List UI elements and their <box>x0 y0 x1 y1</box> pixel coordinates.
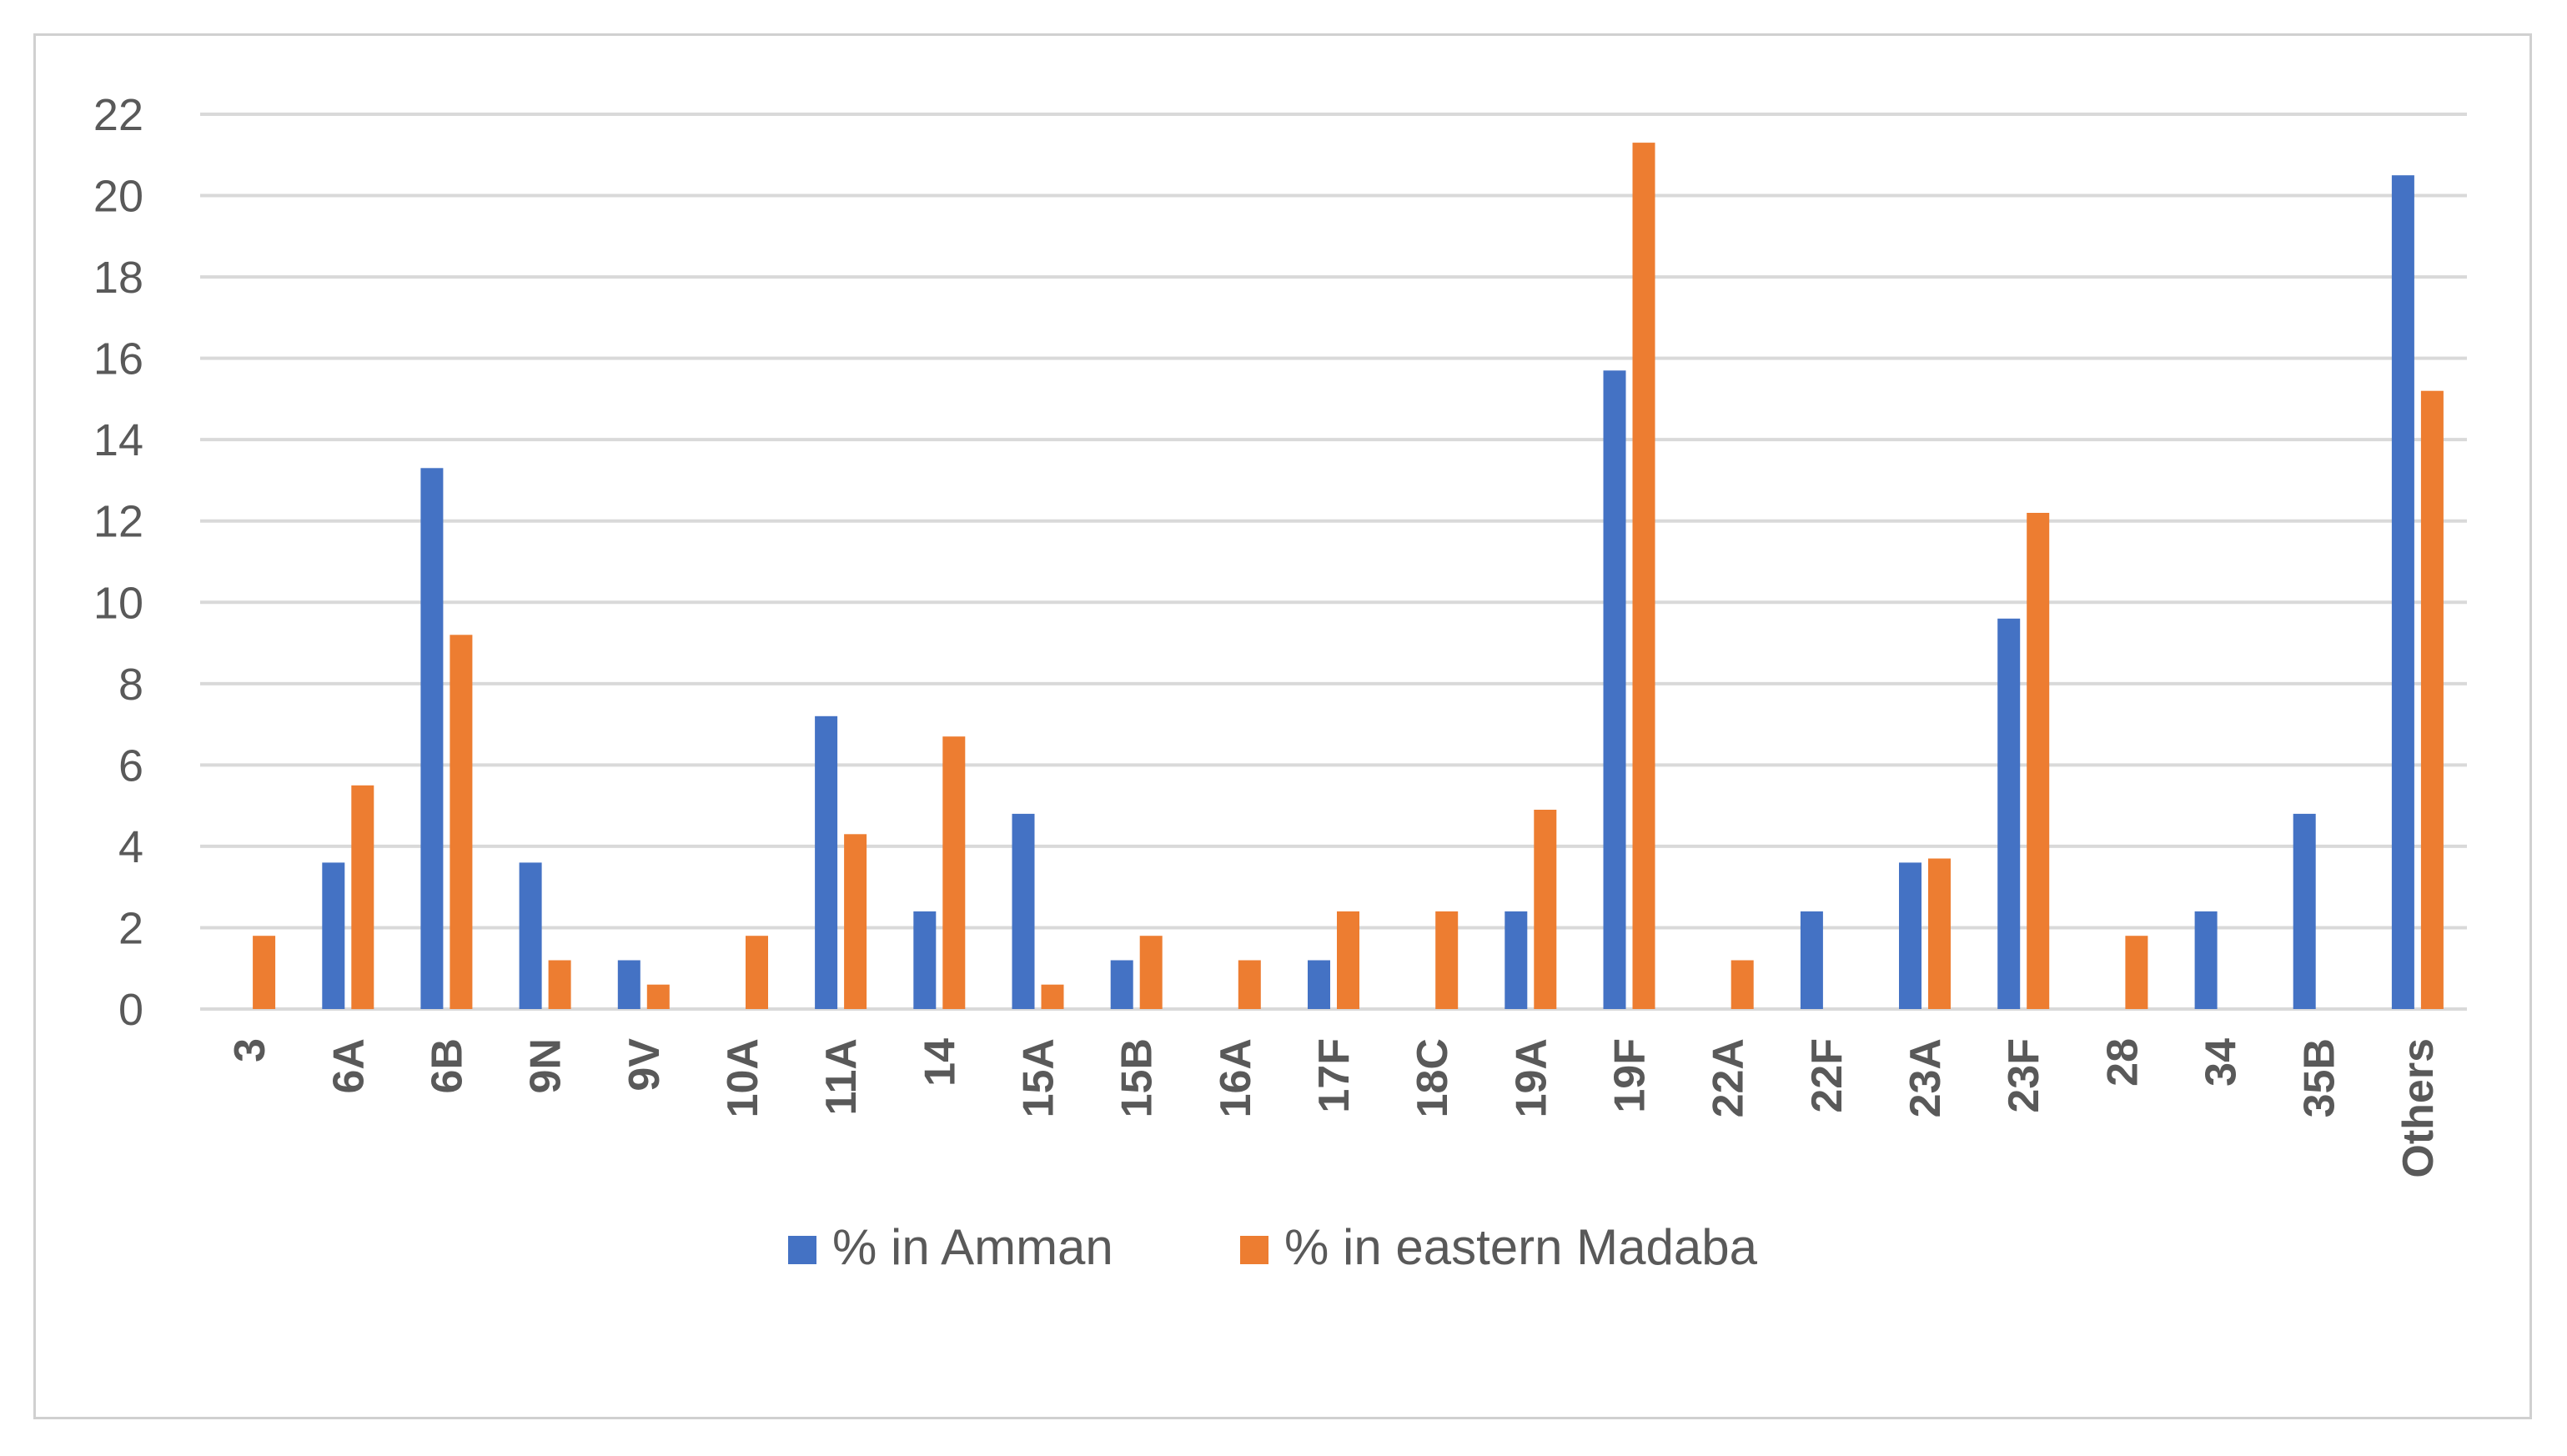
bar-amman-14 <box>913 911 937 1009</box>
bar-amman-17f <box>1308 960 1330 1009</box>
bar-eastern-madaba-15a <box>1041 984 1064 1009</box>
bar-eastern-madaba-19a <box>1534 810 1557 1009</box>
bar-eastern-madaba-11a <box>844 834 867 1009</box>
x-tick-label-19f: 19F <box>1606 1038 1655 1113</box>
bar-eastern-madaba-22a <box>1731 960 1754 1009</box>
legend-swatch-eastern-madaba <box>1240 1236 1268 1264</box>
x-tick-label-19a: 19A <box>1507 1038 1555 1117</box>
bar-amman-6b <box>420 468 444 1009</box>
bar-amman-19a <box>1505 911 1528 1009</box>
x-tick-label-10a: 10A <box>719 1038 767 1117</box>
bar-eastern-madaba-10a <box>746 936 768 1009</box>
bar-amman-35b <box>2293 813 2316 1009</box>
bar-eastern-madaba-14 <box>942 736 966 1009</box>
bar-amman-23f <box>1997 618 2021 1009</box>
x-tick-label-9n: 9N <box>522 1038 570 1093</box>
y-tick-label: 12 <box>93 497 143 547</box>
bar-amman-19f <box>1603 370 1626 1009</box>
bar-eastern-madaba-23a <box>1928 858 1951 1009</box>
bar-eastern-madaba-3 <box>253 936 276 1009</box>
y-tick-label: 18 <box>93 253 143 303</box>
legend-label-amman: % in Amman <box>832 1219 1113 1275</box>
x-tick-label-23f: 23F <box>2000 1038 2048 1113</box>
bar-amman-11a <box>815 715 838 1009</box>
x-tick-label-22a: 22A <box>1705 1038 1753 1117</box>
bar-amman-22f <box>1800 911 1823 1009</box>
x-tick-label-6b: 6B <box>423 1038 471 1093</box>
y-tick-label: 10 <box>93 578 143 628</box>
bar-eastern-madaba-23f <box>2027 513 2050 1009</box>
bar-eastern-madaba-6a <box>351 785 374 1010</box>
bar-amman-23a <box>1899 862 1921 1009</box>
bar-amman-15a <box>1012 813 1035 1009</box>
bars <box>253 143 2444 1010</box>
bar-eastern-madaba-19f <box>1632 143 1655 1010</box>
y-tick-label: 16 <box>93 334 143 384</box>
x-tick-label-16a: 16A <box>1212 1038 1260 1117</box>
bar-eastern-madaba-28 <box>2125 936 2148 1009</box>
x-tick-label-34: 34 <box>2198 1038 2246 1087</box>
bar-eastern-madaba-others <box>2420 390 2444 1009</box>
x-tick-label-18c: 18C <box>1409 1038 1457 1117</box>
bar-eastern-madaba-18c <box>1435 911 1459 1009</box>
x-tick-label-15a: 15A <box>1014 1038 1062 1117</box>
x-tick-label-others: Others <box>2394 1038 2443 1178</box>
y-tick-label: 2 <box>118 903 143 953</box>
y-tick-label: 0 <box>118 985 143 1035</box>
bar-amman-6a <box>322 862 345 1009</box>
legend-swatch-amman <box>788 1236 816 1264</box>
chart-frame <box>33 33 2532 1419</box>
y-tick-label: 22 <box>93 90 143 140</box>
x-tick-label-17f: 17F <box>1310 1038 1359 1113</box>
x-tick-label-14: 14 <box>916 1038 964 1087</box>
x-tick-label-22f: 22F <box>1803 1038 1851 1113</box>
y-tick-label: 20 <box>93 172 143 222</box>
legend-label-eastern-madaba: % in eastern Madaba <box>1284 1219 1758 1275</box>
bar-amman-others <box>2391 175 2414 1009</box>
x-tick-label-28: 28 <box>2098 1038 2147 1087</box>
x-tick-label-6a: 6A <box>324 1038 373 1093</box>
x-tick-label-11a: 11A <box>817 1038 866 1116</box>
x-tick-label-23a: 23A <box>1901 1038 1950 1117</box>
bar-eastern-madaba-15b <box>1139 936 1163 1009</box>
bar-amman-9n <box>519 862 542 1009</box>
gridlines <box>200 113 2467 1011</box>
x-tick-label-9v: 9V <box>620 1038 669 1092</box>
bar-eastern-madaba-6b <box>450 635 473 1009</box>
bar-amman-9v <box>617 960 640 1009</box>
x-tick-label-15b: 15B <box>1113 1038 1162 1117</box>
legend: % in Amman % in eastern Madaba <box>788 1219 1758 1275</box>
y-tick-label: 6 <box>118 741 143 791</box>
y-tick-label: 8 <box>118 660 143 710</box>
bar-eastern-madaba-17f <box>1337 911 1359 1009</box>
bar-eastern-madaba-16a <box>1238 960 1261 1009</box>
bar-eastern-madaba-9v <box>646 984 670 1009</box>
x-tick-label-35b: 35B <box>2296 1038 2344 1117</box>
bar-amman-15b <box>1110 960 1133 1009</box>
bar-eastern-madaba-9n <box>548 960 571 1009</box>
y-axis-ticks: 0 2 4 6 8 10 12 14 16 18 20 22 <box>93 90 143 1035</box>
y-tick-label: 4 <box>118 822 143 872</box>
bar-amman-34 <box>2194 911 2218 1009</box>
x-tick-label-3: 3 <box>226 1038 274 1062</box>
y-tick-label: 14 <box>93 415 143 465</box>
x-axis-ticks: 3 6A 6B 9N 9V 10A 11A 14 15A 15B 16A 17F 18C 19A 19F 22… <box>226 1038 2443 1178</box>
